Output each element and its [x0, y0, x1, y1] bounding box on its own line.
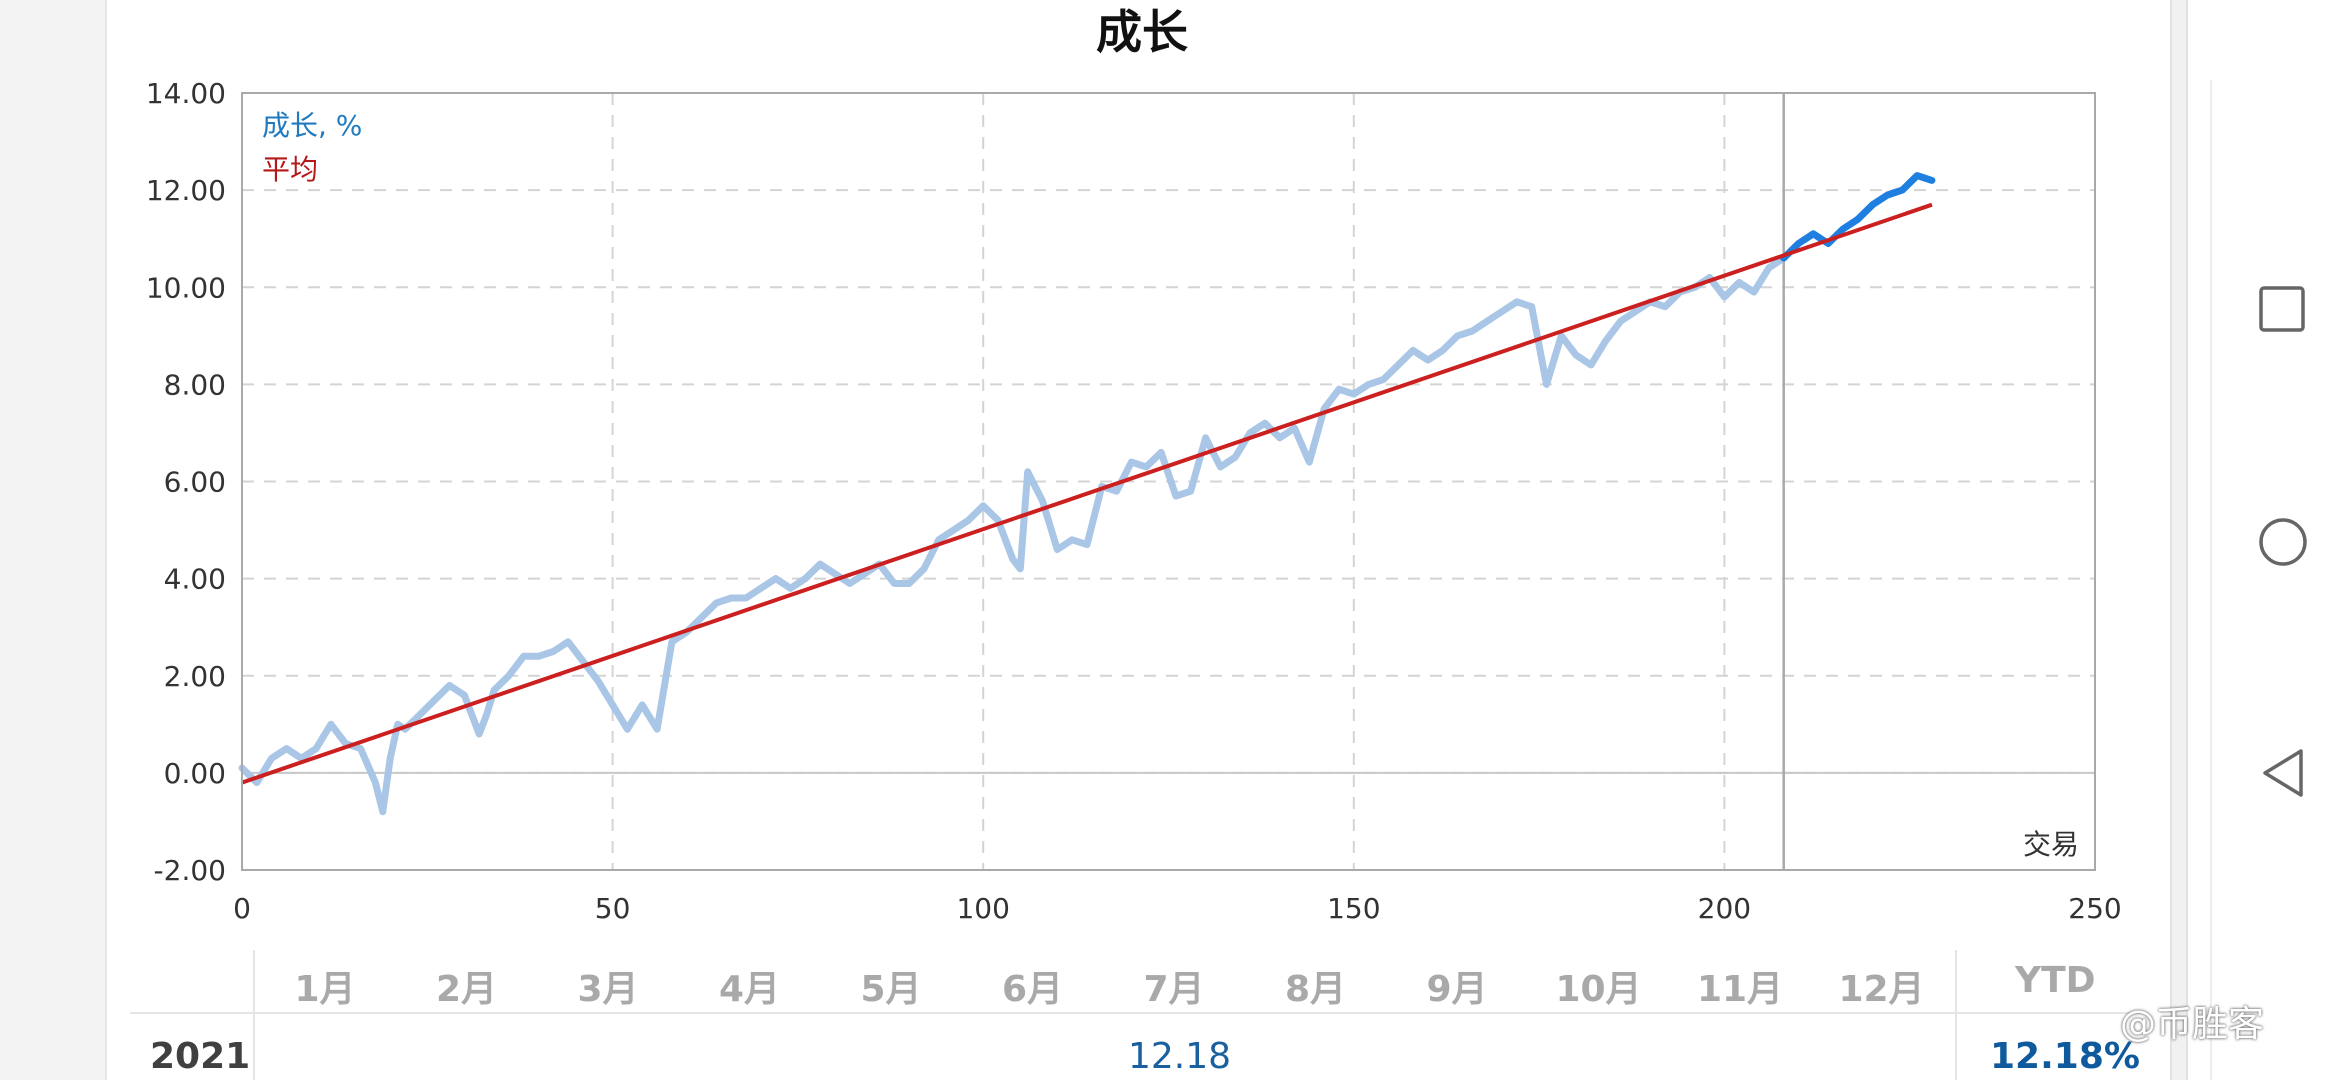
y-axis-ticks: 14.00 12.00 10.00 8.00 6.00 4.00 2.00 0.00 -2.00: [146, 77, 226, 887]
series-lines: [238, 172, 1936, 816]
row-ytd-value: 12.18%: [1990, 1036, 2140, 1077]
triangle-back-icon[interactable]: [2255, 745, 2311, 801]
month-header-11: 11月: [1696, 969, 1784, 1010]
left-side-panel: [0, 0, 107, 1080]
y-tick-label: 4.00: [164, 563, 226, 596]
chart-title: 成长: [1096, 5, 1188, 59]
average-series-line: [241, 202, 1933, 785]
right-nav-panel: [2170, 0, 2340, 1080]
chart-grid: [242, 93, 2095, 870]
y-tick-label: 2.00: [164, 660, 226, 693]
y-tick-label: 0.00: [164, 757, 226, 790]
legend-average: 平均: [262, 153, 318, 186]
x-tick-label: 100: [956, 892, 1009, 925]
y-tick-label: 12.00: [146, 174, 226, 207]
y-tick-label: 6.00: [164, 466, 226, 499]
growth-chart: 成长 14.00 12.00 10.00 8.00 6.00 4.00 2.00 0.00 -2…: [146, 5, 2122, 925]
table-header-divider: [130, 1012, 2140, 1014]
row-value: 12.18: [1128, 1036, 1232, 1077]
month-header-12: 12月: [1838, 969, 1925, 1010]
x-tick-label: 200: [1698, 892, 1751, 925]
panel-edge-inner: [2210, 80, 2212, 1080]
y-tick-label: -2.00: [154, 854, 226, 887]
month-header-8: 8月: [1284, 969, 1347, 1010]
x-tick-label: 0: [233, 892, 251, 925]
x-axis-ticks: 0 50 100 150 200 250: [233, 892, 2122, 925]
y-tick-label: 10.00: [146, 271, 226, 304]
month-header-2: 2月: [435, 969, 498, 1010]
plot-border: [241, 92, 2096, 871]
row-year: 2021: [150, 1036, 251, 1077]
growth-series-line: [238, 254, 1788, 816]
panel-edge: [2170, 0, 2188, 1080]
month-header-9: 9月: [1426, 969, 1488, 1010]
y-tick-label: 8.00: [164, 368, 226, 401]
month-header-10: 10月: [1555, 969, 1642, 1010]
x-tick-label: 250: [2068, 892, 2121, 925]
month-header-1: 1月: [294, 969, 356, 1010]
month-header-3: 3月: [577, 969, 639, 1010]
x-tick-label: 150: [1327, 892, 1380, 925]
month-header-4: 4月: [718, 969, 781, 1010]
legend-growth: 成长, %: [262, 109, 362, 142]
ytd-header: YTD: [2015, 960, 2096, 1001]
circle-icon[interactable]: [2255, 514, 2311, 570]
growth-series-highlight-line: [1780, 172, 1936, 262]
month-header-6: 6月: [1001, 969, 1064, 1010]
month-header-7: 7月: [1143, 969, 1205, 1010]
square-icon[interactable]: [2255, 282, 2311, 338]
x-axis-label: 交易: [2023, 828, 2079, 861]
watermark: @币胜客: [2120, 1004, 2265, 1045]
x-tick-label: 50: [595, 892, 631, 925]
y-tick-label: 14.00: [146, 77, 226, 110]
month-header-5: 5月: [860, 969, 922, 1010]
table-col-divider-left: [253, 950, 255, 1080]
table-col-divider-right: [1955, 950, 1957, 1080]
